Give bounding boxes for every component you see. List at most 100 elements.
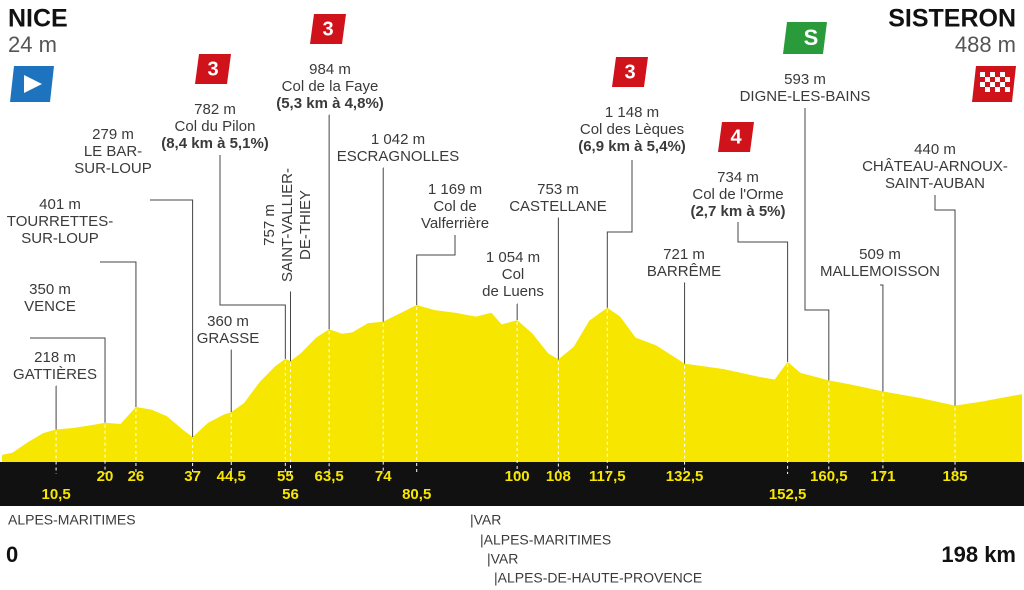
category-badge (195, 54, 231, 84)
km-tick-label: 20 (97, 468, 114, 485)
waypoint-label: Col de la Faye (282, 78, 379, 95)
waypoint-label: 984 m (309, 61, 351, 78)
km-tick-label: 80,5 (402, 486, 431, 503)
climb-detail: (8,4 km à 5,1%) (161, 135, 269, 152)
leader-line (219, 155, 286, 359)
waypoint-label: DIGNE-LES-BAINS (740, 88, 871, 105)
waypoint-label: BARRÊME (647, 263, 721, 280)
waypoint-label: LE BAR- (84, 143, 142, 160)
waypoint-label: 593 m (784, 71, 826, 88)
waypoint: 757 m SAINT-VALLIER- DE-THIEY (261, 168, 314, 362)
region-label: |ALPES-DE-HAUTE-PROVENCE (494, 570, 702, 586)
km-tick-label: 108 (546, 468, 571, 485)
category-number: 3 (207, 58, 218, 80)
start-distance: 0 (6, 542, 18, 567)
leader-line (150, 199, 194, 438)
waypoint-label: Valferrière (421, 215, 489, 232)
sprint-badge (783, 22, 827, 54)
waypoint-label: 753 m (537, 181, 579, 198)
waypoint-label: Col de (433, 198, 476, 215)
start-altitude: 24 m (8, 32, 57, 57)
waypoint-label: SUR-LOUP (74, 160, 152, 177)
start-icon (10, 66, 54, 102)
km-tick-label: 10,5 (41, 486, 70, 503)
waypoint-label: Col du Pilon (175, 118, 256, 135)
leader-line (100, 261, 137, 407)
waypoint-label: 509 m (859, 246, 901, 263)
category-badge (310, 14, 346, 44)
waypoint-label: 1 148 m (605, 104, 659, 121)
waypoint-label: TOURRETTES- (7, 213, 113, 230)
waypoint-label: VENCE (24, 298, 76, 315)
category-number: 3 (322, 18, 333, 40)
waypoint-label: 440 m (914, 141, 956, 158)
waypoint-label: Col (502, 266, 525, 283)
finish-distance: 198 km (941, 542, 1016, 567)
leader-line (804, 108, 830, 381)
km-tick-label: 44,5 (217, 468, 246, 485)
waypoint-label: SAINT-AUBAN (885, 175, 985, 192)
waypoint-label: GATTIÈRES (13, 366, 97, 383)
waypoint-label: 401 m (39, 196, 81, 213)
waypoint-label: de Luens (482, 283, 544, 300)
waypoint-label: Col des Lèques (580, 121, 684, 138)
finish-altitude: 488 m (955, 32, 1016, 57)
elevation-profile (2, 305, 1022, 462)
waypoint-label: GRASSE (197, 330, 260, 347)
waypoint-label: DE-THIEY (297, 190, 314, 260)
km-tick-label: 63,5 (315, 468, 344, 485)
km-tick-label: 56 (282, 486, 299, 503)
leader-line (416, 235, 456, 305)
category-number: 4 (730, 126, 742, 148)
leader-line (737, 222, 789, 362)
km-tick-label: 117,5 (589, 468, 626, 485)
waypoint-label: SUR-LOUP (21, 230, 99, 247)
region-label: |VAR (470, 512, 501, 528)
waypoint-label: 782 m (194, 101, 236, 118)
waypoint: 279 mLE BAR-SUR-LOUP (74, 126, 194, 438)
waypoint-label: MALLEMOISSON (820, 263, 940, 280)
km-tick-label: 132,5 (666, 468, 704, 485)
km-tick-label: 185 (943, 468, 968, 485)
climb-detail: (5,3 km à 4,8%) (276, 95, 384, 112)
climb-detail: (6,9 km à 5,4%) (578, 138, 686, 155)
leader-line (606, 160, 633, 308)
waypoint-label: 757 m (261, 204, 278, 246)
waypoint-label: SAINT-VALLIER- (279, 168, 296, 282)
region-label: ALPES-MARITIMES (8, 512, 136, 528)
waypoint-label: 721 m (663, 246, 705, 263)
leader-line (684, 282, 686, 364)
category-badge (718, 122, 754, 152)
finish-icon (972, 66, 1016, 102)
km-tick-label: 37 (184, 468, 201, 485)
waypoint-label: 360 m (207, 313, 249, 330)
km-tick-label: 152,5 (769, 486, 807, 503)
waypoint-label: 734 m (717, 169, 759, 186)
waypoint-label: 350 m (29, 281, 71, 298)
distance-band (0, 462, 1024, 506)
leader-line (934, 195, 956, 406)
waypoint-label: 279 m (92, 126, 134, 143)
sprint-letter: S (804, 25, 819, 50)
start-name: NICE (8, 5, 68, 33)
km-tick-label: 26 (128, 468, 145, 485)
km-tick-label: 74 (375, 468, 392, 485)
category-badge (612, 57, 648, 87)
waypoint-label: Col de l'Orme (692, 186, 783, 203)
